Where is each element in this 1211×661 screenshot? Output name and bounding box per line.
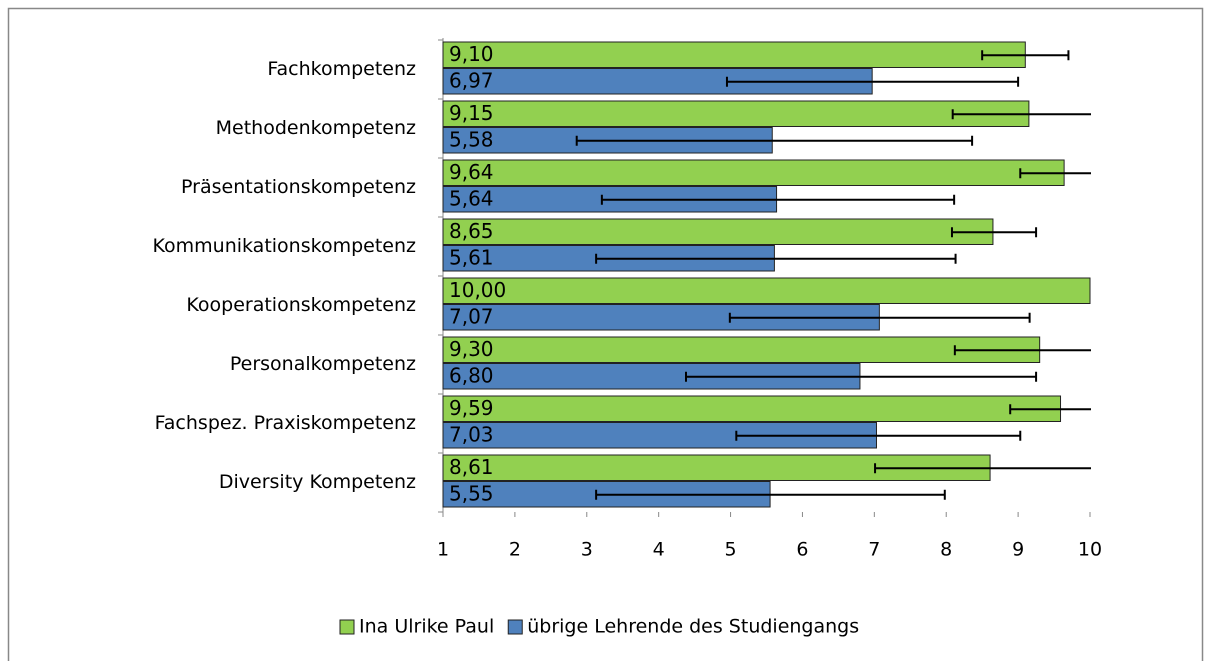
x-tick-label: 5	[725, 539, 737, 561]
category-label: Fachkompetenz	[267, 58, 416, 80]
category-label: Präsentationskompetenz	[181, 176, 416, 198]
error-bar	[981, 50, 1070, 61]
x-tick-label: 10	[1078, 539, 1102, 561]
x-tick-label: 9	[1012, 539, 1024, 561]
category-label: Methodenkompetenz	[216, 117, 416, 139]
value-label: 7,07	[449, 304, 494, 328]
bar	[442, 218, 994, 245]
error-bar	[725, 76, 1020, 87]
category-label: Personalkompetenz	[230, 353, 416, 375]
legend-label: Ina Ulrike Paul	[359, 616, 494, 638]
value-label: 8,65	[449, 219, 494, 243]
bar	[442, 395, 1062, 422]
category-label: Kommunikationskompetenz	[153, 235, 417, 257]
value-label: 5,58	[449, 127, 494, 151]
value-label: 5,61	[449, 245, 494, 269]
bar	[442, 100, 1030, 127]
value-label: 6,97	[449, 68, 494, 92]
legend-swatch	[339, 619, 355, 635]
value-label: 9,15	[449, 101, 494, 125]
value-label: 9,64	[449, 160, 494, 184]
value-label: 5,64	[449, 186, 494, 210]
error-bar	[595, 253, 957, 264]
error-bar	[874, 463, 1091, 474]
x-tick-label: 4	[653, 539, 665, 561]
value-label: 7,03	[449, 422, 494, 446]
error-bar	[953, 345, 1091, 356]
x-tick-label: 3	[581, 539, 593, 561]
error-bar	[728, 312, 1031, 323]
bar	[442, 41, 1026, 68]
value-label: 5,55	[449, 481, 494, 505]
bar	[442, 277, 1091, 304]
value-label: 6,80	[449, 363, 494, 387]
x-tick-label: 8	[940, 539, 952, 561]
legend-swatch	[507, 619, 523, 635]
error-bar	[600, 194, 956, 205]
error-bar	[950, 227, 1038, 238]
frame	[7, 7, 1204, 661]
value-label: 9,59	[449, 396, 494, 420]
error-bar	[684, 371, 1038, 382]
error-bar	[951, 109, 1091, 120]
error-bar	[595, 489, 946, 500]
error-bar	[575, 135, 974, 146]
value-label: 9,30	[449, 337, 494, 361]
error-bar	[1019, 168, 1091, 179]
error-bar	[1009, 404, 1091, 415]
value-label: 9,10	[449, 42, 494, 66]
legend-label: übrige Lehrende des Studiengangs	[527, 616, 859, 638]
bar	[442, 159, 1065, 186]
bar	[442, 336, 1041, 363]
x-tick-label: 1	[437, 539, 449, 561]
category-label: Fachspez. Praxiskompetenz	[155, 412, 416, 434]
value-label: 10,00	[449, 278, 506, 302]
error-bar	[735, 430, 1022, 441]
category-label: Diversity Kompetenz	[219, 471, 416, 493]
category-label: Kooperationskompetenz	[186, 294, 416, 316]
x-tick-label: 7	[868, 539, 880, 561]
x-tick-label: 2	[509, 539, 521, 561]
x-tick-label: 6	[796, 539, 808, 561]
value-label: 8,61	[449, 455, 494, 479]
